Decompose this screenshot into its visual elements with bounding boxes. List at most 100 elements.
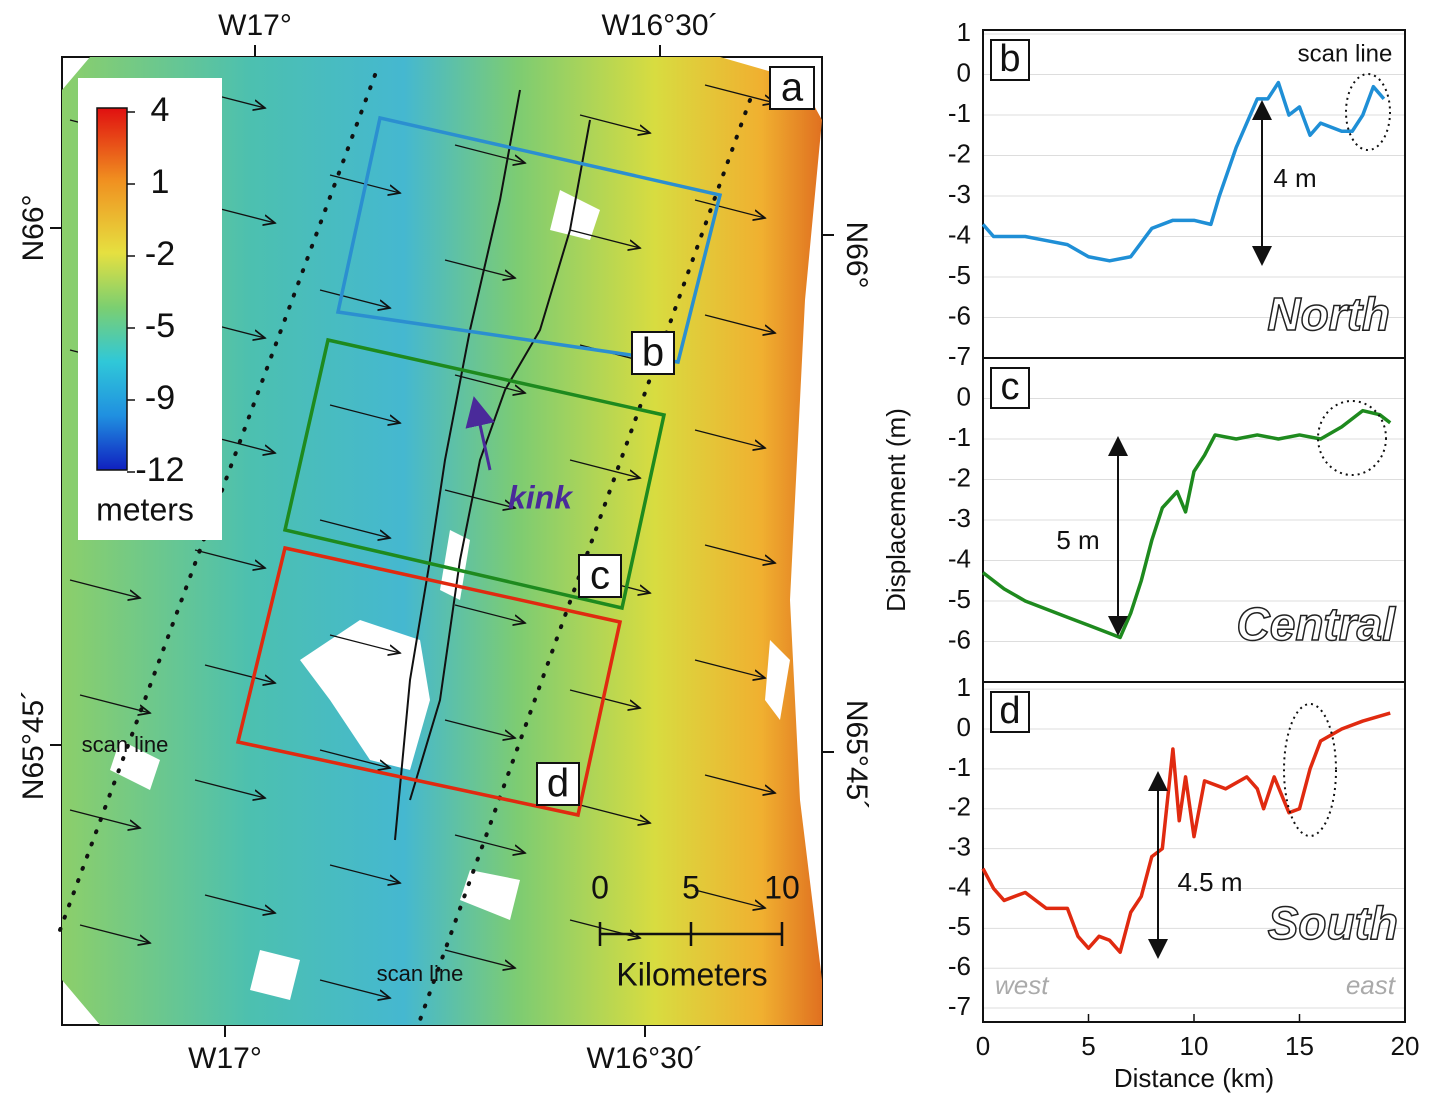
- x-tick-label: 20: [1391, 1031, 1420, 1061]
- y-tick-label: -6: [948, 951, 971, 981]
- arrow: [569, 459, 640, 478]
- decorrelated-areas: [110, 190, 790, 1000]
- profile-line: [981, 408, 1392, 640]
- lat-label: N66°: [840, 221, 873, 288]
- y-tick-label: -3: [948, 503, 971, 533]
- arrow: [704, 314, 775, 333]
- arrow: [329, 864, 400, 883]
- box-c: [282, 337, 667, 611]
- box-label: c: [590, 554, 610, 598]
- arrow: [69, 809, 140, 828]
- label-box: [631, 331, 675, 375]
- panel-label-box: [990, 691, 1030, 733]
- scale-tick-label: 5: [682, 869, 700, 905]
- y-tick-label: -5: [948, 584, 971, 614]
- scan-line-label: scan line: [1298, 40, 1393, 67]
- x-tick-label: 15: [1285, 1031, 1314, 1061]
- arrow: [694, 889, 765, 908]
- arrow: [204, 664, 275, 683]
- scan-window: [1317, 400, 1387, 476]
- y-tick-label: -7: [948, 341, 971, 371]
- arrow: [579, 114, 650, 133]
- panel-label: a: [781, 66, 804, 110]
- arrow: [454, 834, 525, 853]
- profile-line: [981, 80, 1386, 263]
- colorbar-tick-label: -9: [145, 379, 175, 417]
- arrow: [454, 604, 525, 623]
- region-label: Central: [1237, 598, 1397, 650]
- colorbar-ticks: 4 1 -2 -5 -9 -12: [127, 91, 185, 489]
- scale-bar: 0 5 10: [591, 869, 800, 946]
- y-tick-label: -2: [948, 792, 971, 822]
- arrow: [204, 894, 275, 913]
- arrow: [319, 979, 390, 998]
- y-tick-label: 1: [957, 672, 971, 702]
- arrow: [444, 719, 515, 738]
- y-tick-label: -2: [948, 462, 971, 492]
- y-tick-label: -2: [948, 138, 971, 168]
- scale-label: Kilometers: [616, 956, 767, 992]
- scale-tick-label: 0: [591, 869, 609, 905]
- arrow: [444, 949, 515, 968]
- lat-label: N65°45´: [840, 700, 873, 810]
- y-tick-label: 1: [957, 17, 971, 47]
- y-axis-title: Displacement (m): [881, 408, 911, 612]
- lon-label: W16°30´: [601, 9, 718, 42]
- coord-ticks: [50, 45, 834, 1037]
- offset-label: 4.5 m: [1177, 867, 1242, 897]
- kink-arrow: [465, 396, 495, 471]
- lat-label: N65°45´: [17, 690, 50, 800]
- arrow: [194, 779, 265, 798]
- direction-label: west: [995, 970, 1050, 1000]
- displacement-field: [62, 57, 822, 1025]
- y-tick-label: -1: [948, 752, 971, 782]
- y-tick-label: -5: [948, 911, 971, 941]
- profile-line: [981, 711, 1391, 954]
- y-tick-label: -4: [948, 543, 971, 573]
- label-box: [769, 66, 815, 110]
- x-axis-title: Distance (km): [1114, 1063, 1274, 1093]
- profile-panel: 0 -1 -2 -3 -4 -5 -6 c 5 m Central Displacement (m): [881, 357, 1406, 683]
- arrow: [69, 579, 140, 598]
- y-tick-label: 0: [957, 57, 971, 87]
- y-tick-label: -4: [948, 219, 971, 249]
- arrow: [454, 144, 525, 163]
- arrow: [694, 659, 765, 678]
- label-box: [536, 762, 580, 806]
- arrow: [694, 199, 765, 218]
- lat-label: N66°: [17, 194, 50, 261]
- scan-line-label: scan line: [377, 961, 464, 986]
- y-tick-label: -4: [948, 871, 971, 901]
- box-b: [335, 115, 723, 364]
- profile-boxes: [235, 115, 723, 818]
- scan-line-label: scan line: [82, 732, 169, 757]
- scan-window: [1283, 703, 1337, 837]
- map: b c d a kink scan line scan line 4 1 -2 -5 -…: [17, 9, 873, 1075]
- box-d: [235, 545, 623, 818]
- arrow: [79, 924, 150, 943]
- offset-label: 4 m: [1273, 163, 1316, 193]
- scale-tick-label: 10: [764, 869, 800, 905]
- panel-label-box: [990, 367, 1030, 409]
- y-tick-label: -5: [948, 260, 971, 290]
- arrow: [454, 374, 525, 393]
- colorbar-tick-label: 4: [151, 91, 170, 129]
- arrow: [694, 429, 765, 448]
- kink-label: kink: [508, 479, 574, 515]
- arrow: [444, 489, 515, 508]
- y-tick-label: -3: [948, 831, 971, 861]
- y-tick-label: -1: [948, 422, 971, 452]
- arrow: [704, 84, 775, 103]
- arrow: [319, 289, 390, 308]
- colorbar-tick-label: 1: [151, 163, 170, 201]
- x-tick-label: 5: [1081, 1031, 1095, 1061]
- direction-label: east: [1346, 970, 1397, 1000]
- x-tick-label: 10: [1180, 1031, 1209, 1061]
- lon-label: W17°: [218, 9, 292, 42]
- arrow: [579, 804, 650, 823]
- arrow: [194, 549, 265, 568]
- region-label: North: [1267, 288, 1390, 340]
